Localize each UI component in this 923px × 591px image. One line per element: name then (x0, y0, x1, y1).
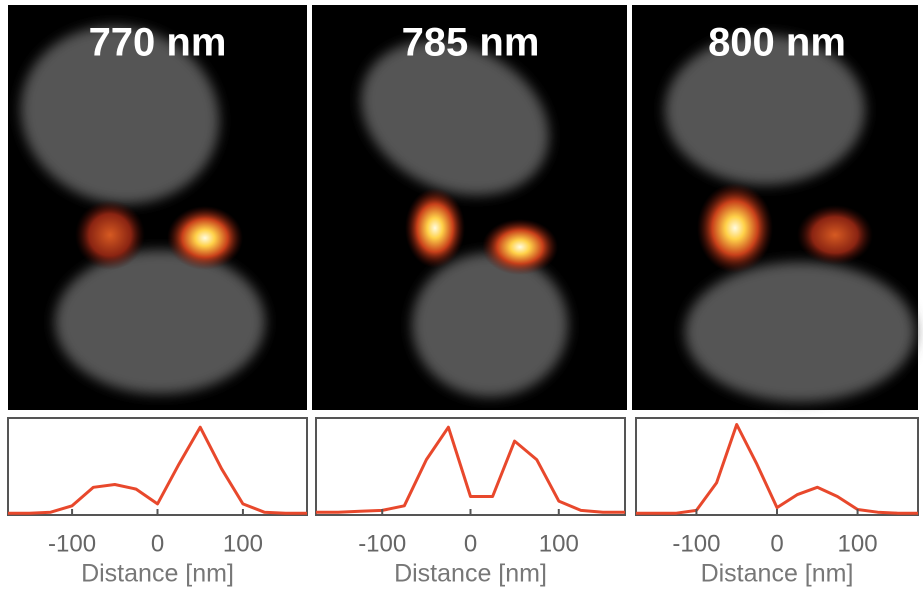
x-axis-label: Distance [nm] (81, 560, 234, 588)
plot-frame (315, 417, 626, 516)
images (8, 5, 918, 410)
x-tick-label: -100 (358, 530, 406, 557)
panel-title: 770 nm (89, 21, 227, 65)
x-tick-label: -100 (672, 530, 720, 557)
profile-line (8, 425, 307, 515)
panel-title: 800 nm (708, 21, 846, 65)
x-tick-label: 100 (223, 530, 263, 557)
x-tick-label: 100 (838, 530, 878, 557)
x-axis-label: Distance [nm] (394, 560, 547, 588)
x-tick-label: 0 (770, 530, 783, 557)
hot-spots (75, 183, 873, 275)
plot-frame (7, 417, 308, 516)
panel-title: 785 nm (402, 21, 540, 65)
x-tick-label: -100 (48, 530, 96, 557)
x-axis-label: Distance [nm] (701, 560, 854, 588)
x-tick-label: 0 (464, 530, 477, 557)
x-tick-label: 0 (151, 530, 164, 557)
x-tick-label: 100 (539, 530, 579, 557)
profile-line (636, 423, 918, 515)
particles (20, 26, 915, 402)
plot-frame (635, 417, 919, 516)
profile-line (316, 425, 625, 514)
